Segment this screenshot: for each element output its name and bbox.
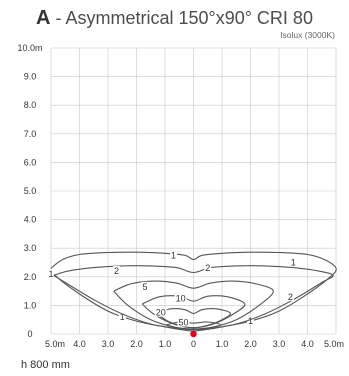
contour-label: 50 xyxy=(179,318,189,328)
contour-label-bg xyxy=(113,266,121,276)
mounting-height-note: h 800 mm xyxy=(21,359,70,371)
y-tick-label: 5.0 xyxy=(24,186,37,196)
contour-label: 5 xyxy=(143,282,148,292)
light-source-point xyxy=(190,330,197,338)
contour-label-bg xyxy=(204,263,212,273)
x-tick-label: 4.0 xyxy=(301,339,314,349)
contour-label: 1 xyxy=(248,316,253,326)
contour-label: 2 xyxy=(114,266,119,276)
contour-label-bg xyxy=(47,268,55,278)
x-tick-label: 1.0 xyxy=(216,339,229,349)
contour-label-bg xyxy=(289,257,297,267)
y-tick-label: 0 xyxy=(27,329,32,339)
y-tick-label: 7.0 xyxy=(24,129,37,139)
contour-label-bg xyxy=(177,317,190,327)
chart-subtitle: Isolux (3000K) xyxy=(280,30,335,40)
x-tick-label: 5.0m xyxy=(324,339,344,349)
chart-title: A - Asymmetrical 150°x90° CRI 80 xyxy=(0,7,349,30)
x-tick-label: 2.0 xyxy=(130,339,143,349)
isolux-contour-2 xyxy=(53,265,334,331)
title-letter: A xyxy=(36,7,51,29)
contour-label: 1 xyxy=(48,269,53,279)
contour-label: 10 xyxy=(176,293,186,303)
y-tick-label: 6.0 xyxy=(24,157,37,167)
x-tick-label: 3.0 xyxy=(273,339,286,349)
contour-label-bg xyxy=(141,281,149,291)
contour-label-bg xyxy=(154,307,167,317)
y-tick-label: 8.0 xyxy=(24,100,37,110)
y-tick-label: 4.0 xyxy=(24,215,37,225)
x-tick-label: 2.0 xyxy=(244,339,257,349)
contour-label: 20 xyxy=(156,308,166,318)
contour-label-bg xyxy=(118,311,126,321)
contour-label: 2 xyxy=(205,263,210,273)
contour-label: 1 xyxy=(291,258,296,268)
y-tick-label: 9.0 xyxy=(24,72,37,82)
y-tick-label: 2.0 xyxy=(24,272,37,282)
x-tick-label: 4.0 xyxy=(73,339,86,349)
contour-label: 1 xyxy=(120,312,125,322)
x-tick-label: 0 xyxy=(191,339,196,349)
contour-label-bg xyxy=(170,250,178,260)
y-tick-label: 3.0 xyxy=(24,243,37,253)
contour-label-bg xyxy=(174,293,187,303)
contour-label-bg xyxy=(247,316,254,326)
x-tick-label: 3.0 xyxy=(102,339,115,349)
x-tick-label: 5.0m xyxy=(45,339,65,349)
contour-label: 1 xyxy=(171,250,176,260)
x-tick-label: 1.0 xyxy=(159,339,172,349)
title-text: - Asymmetrical 150°x90° CRI 80 xyxy=(50,8,313,28)
contour-label-bg xyxy=(286,291,294,301)
contour-label: 2 xyxy=(288,292,293,302)
y-tick-label: 1.0 xyxy=(24,300,37,310)
y-tick-label: 10.0m xyxy=(17,43,42,53)
